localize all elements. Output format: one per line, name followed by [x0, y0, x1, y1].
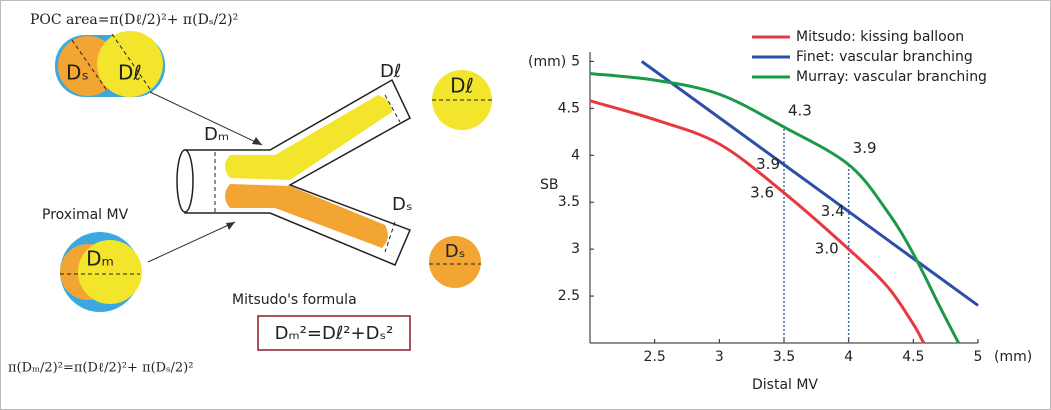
legend-label: Mitsudo: kissing balloon [796, 29, 964, 45]
label: Dₛ [445, 241, 466, 262]
value-label: 3.9 [756, 155, 780, 173]
value-label: 3.0 [815, 240, 839, 258]
x-tick-label: 3 [715, 349, 724, 365]
label: Dℓ [450, 74, 474, 98]
x-tick-label: 4.5 [902, 349, 924, 365]
x-label: Distal MV [752, 377, 818, 393]
vessel-end [177, 150, 193, 212]
poc-formula: POC area=π(Dℓ/2)²+ π(Dₛ/2)² [30, 12, 238, 28]
value-label: 3.9 [853, 139, 877, 157]
x-tick-label: 2.5 [644, 349, 666, 365]
area-formula: π(Dₘ/2)²=π(Dℓ/2)²+ π(Dₛ/2)² [8, 361, 193, 376]
formula-title: Mitsudo's formula [232, 292, 357, 308]
x-tick-label: 4 [844, 349, 853, 365]
label: Dₘ [86, 247, 114, 271]
y-tick-label: 3.5 [558, 194, 580, 210]
y-tick-label: 4 [571, 147, 580, 163]
label: Dℓ [118, 61, 142, 85]
legend-label: Finet: vascular branching [796, 49, 973, 65]
y-tick-label: 2.5 [558, 288, 580, 304]
label: Dₛ [392, 194, 413, 215]
label: Dₛ [66, 61, 89, 85]
value-label: 3.6 [750, 183, 774, 201]
label: Dℓ [380, 61, 401, 82]
x-tick-label: 5 [974, 349, 983, 365]
y-tick-label: 3 [571, 241, 580, 257]
formula: Dₘ²=Dℓ²+Dₛ² [275, 323, 394, 344]
y-label: SB [540, 177, 559, 193]
x-unit: (mm) [994, 349, 1032, 365]
y-tick-label: 5 [571, 53, 580, 69]
legend-label: Murray: vascular branching [796, 69, 987, 85]
y-unit: (mm) [528, 54, 566, 70]
figure: POC area=π(Dℓ/2)²+ π(Dₛ/2)² Dₛ Dℓ Dℓ Dₘ … [0, 0, 1051, 410]
value-label: 3.4 [821, 202, 845, 220]
x-tick-label: 3.5 [773, 349, 795, 365]
y-tick-label: 4.5 [558, 100, 580, 116]
value-label: 4.3 [788, 102, 812, 120]
proximal-title: Proximal MV [42, 207, 129, 223]
